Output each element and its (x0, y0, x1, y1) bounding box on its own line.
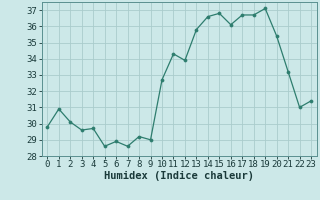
X-axis label: Humidex (Indice chaleur): Humidex (Indice chaleur) (104, 171, 254, 181)
